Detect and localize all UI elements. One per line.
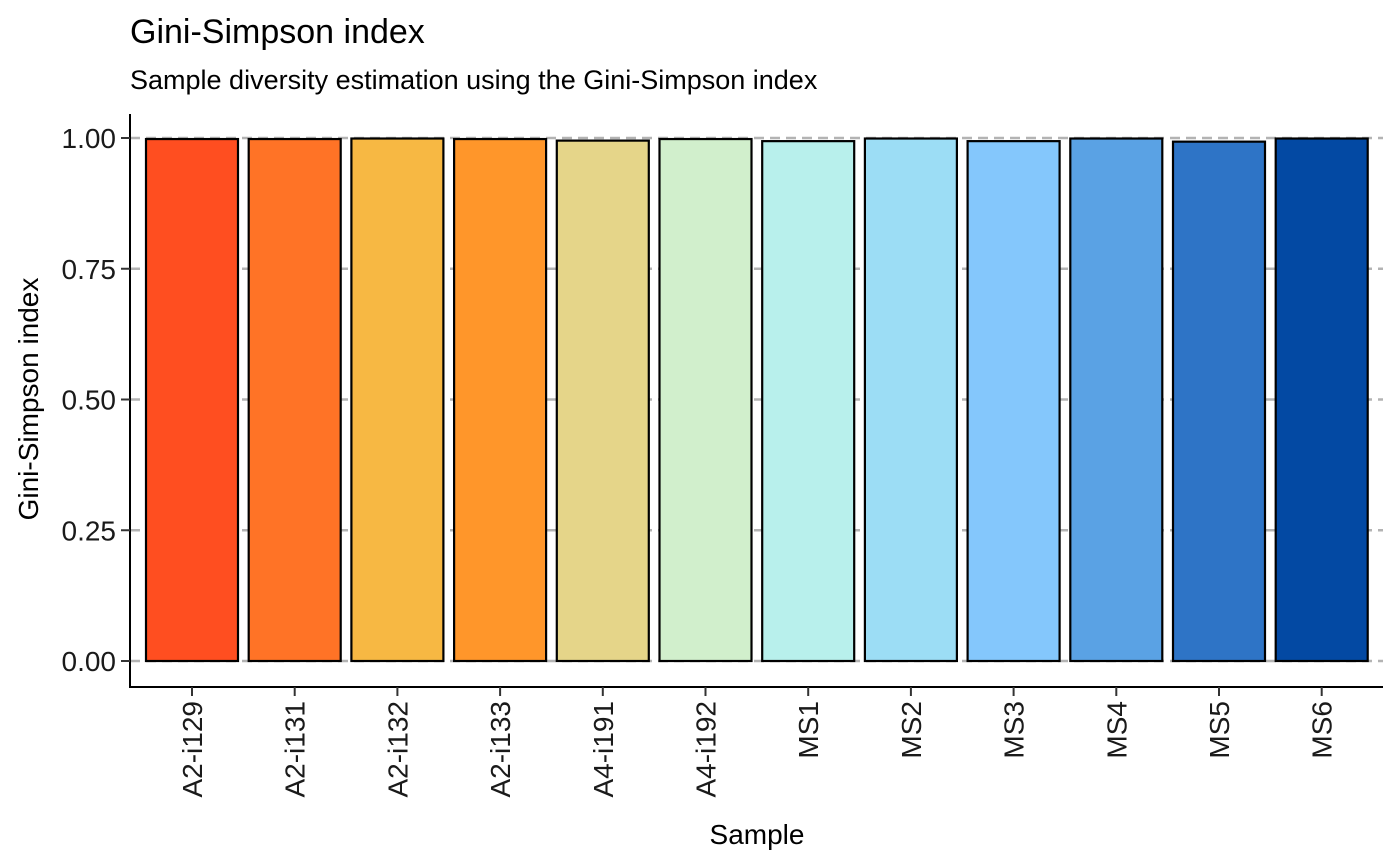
chart-subtitle: Sample diversity estimation using the Gi…: [130, 65, 818, 95]
y-tick-label: 0.25: [62, 515, 117, 546]
bar-a4-i192: [658, 137, 753, 663]
x-tick-label: A2-i133: [485, 701, 516, 798]
x-tick-label: A4-i191: [588, 701, 619, 798]
x-tick-label: MS2: [896, 701, 927, 759]
bars: [144, 137, 1369, 663]
x-tick-label: A2-i129: [177, 701, 208, 798]
bar-a2-i132: [350, 137, 445, 663]
x-tick-label: MS5: [1204, 701, 1235, 759]
bar-a2-i133: [453, 137, 548, 663]
x-tick-label: MS4: [1101, 701, 1132, 759]
chart-title: Gini-Simpson index: [130, 13, 425, 51]
bar-ms4: [1069, 137, 1164, 663]
bar-a4-i191: [555, 139, 650, 663]
x-tick-label: A4-i192: [691, 701, 722, 798]
bar-a2-i129: [144, 137, 240, 663]
x-tick-label: A2-i131: [280, 701, 311, 798]
bar-ms3: [966, 140, 1061, 663]
bar-ms6: [1274, 137, 1369, 663]
y-axis-ticks: 0.00 0.25 0.50 0.75 1.00: [62, 123, 130, 677]
bar-ms5: [1171, 140, 1267, 663]
y-tick-label: 0.00: [62, 646, 117, 677]
y-axis-label: Gini-Simpson index: [13, 278, 44, 521]
bar-ms2: [863, 137, 959, 663]
bar-ms1: [761, 140, 856, 663]
axes: [129, 114, 1383, 688]
x-axis-label: Sample: [710, 819, 805, 850]
y-tick-label: 1.00: [62, 123, 117, 154]
x-tick-label: MS3: [999, 701, 1030, 759]
bar-a2-i131: [247, 137, 342, 663]
y-tick-label: 0.50: [62, 385, 117, 416]
x-axis-ticks: A2-i129 A2-i131 A2-i132 A2-i133 A4-i191 A4-i1…: [177, 687, 1338, 798]
x-tick-label: MS1: [793, 701, 824, 759]
y-tick-label: 0.75: [62, 254, 117, 285]
x-tick-label: A2-i132: [382, 701, 413, 798]
x-tick-label: MS6: [1307, 701, 1338, 759]
